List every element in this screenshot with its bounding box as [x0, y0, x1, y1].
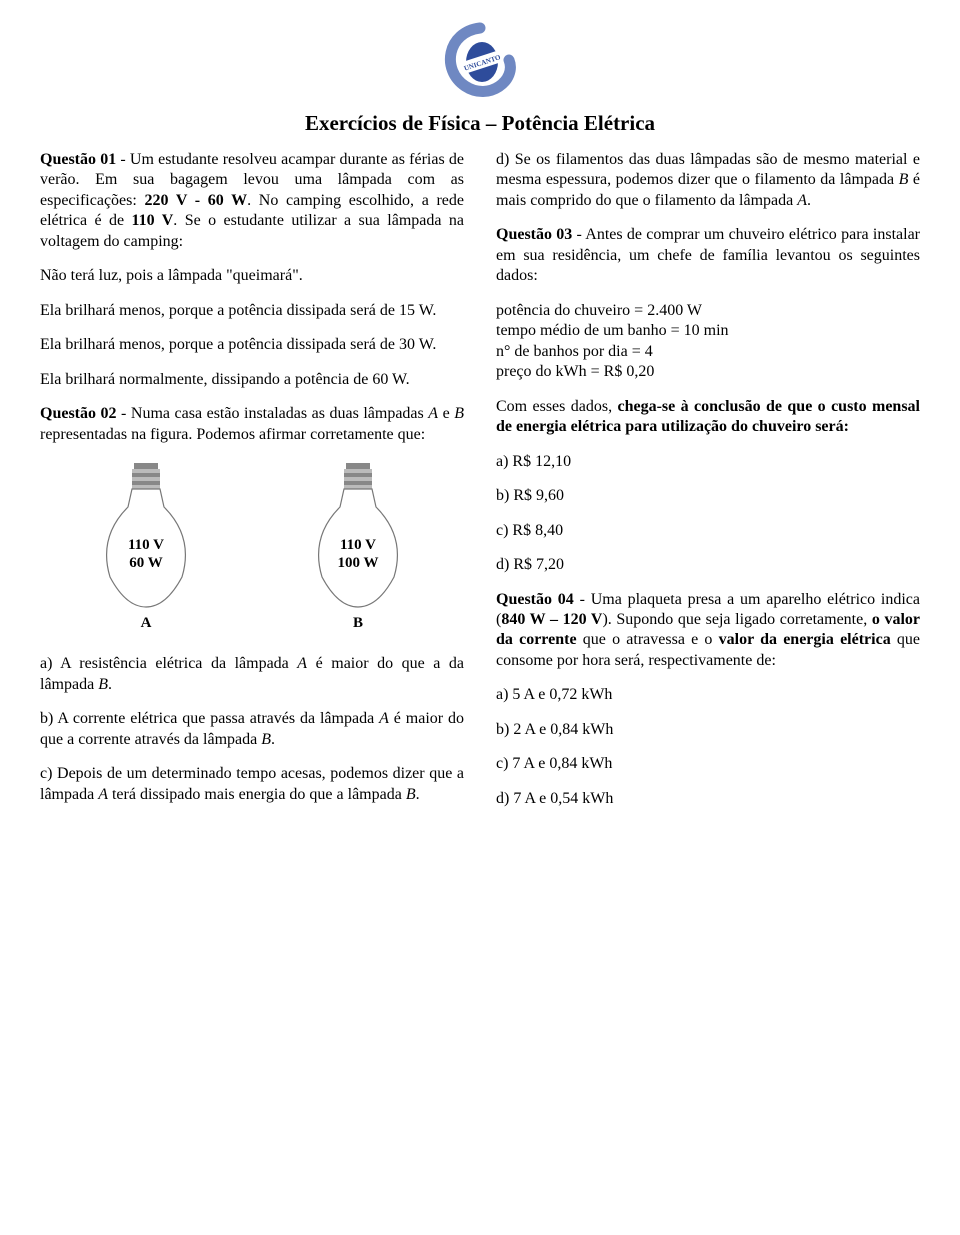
left-column: Questão 01 - Um estudante resolveu acamp… — [40, 150, 464, 823]
q4-opt-c: c) 7 A e 0,84 kWh — [496, 754, 920, 774]
q1-opt-b: Ela brilhará menos, porque a potência di… — [40, 301, 464, 321]
q1-stem: Questão 01 - Um estudante resolveu acamp… — [40, 150, 464, 252]
bulb-b-icon: 110 V 100 W — [298, 459, 418, 609]
logo: UNICANTO — [40, 20, 920, 105]
q4-opt-d: d) 7 A e 0,54 kWh — [496, 789, 920, 809]
q3-conclusion: Com esses dados, chega-se à conclusão de… — [496, 397, 920, 438]
q1-opt-d: Ela brilhará normalmente, dissipando a p… — [40, 370, 464, 390]
q4-opt-b: b) 2 A e 0,84 kWh — [496, 720, 920, 740]
q3-data: potência do chuveiro = 2.400 W tempo méd… — [496, 301, 920, 383]
bulb-B: 110 V 100 W B — [298, 459, 418, 632]
q3-opt-a: a) R$ 12,10 — [496, 452, 920, 472]
q4-label: Questão 04 — [496, 591, 574, 608]
q1-opt-c: Ela brilhará menos, porque a potência di… — [40, 335, 464, 355]
bulb-a-icon: 110 V 60 W — [86, 459, 206, 609]
svg-text:60 W: 60 W — [129, 555, 162, 571]
q2-label: Questão 02 — [40, 405, 117, 422]
q2-stem: Questão 02 - Numa casa estão instaladas … — [40, 404, 464, 445]
q4-opt-a: a) 5 A e 0,72 kWh — [496, 685, 920, 705]
q2-opt-d: d) Se os filamentos das duas lâmpadas sã… — [496, 150, 920, 211]
bulbs-figure: 110 V 60 W A 110 V 100 W B — [40, 459, 464, 632]
bulb-A: 110 V 60 W A — [86, 459, 206, 632]
q2-opt-a: a) A resistência elétrica da lâmpada A é… — [40, 654, 464, 695]
right-column: d) Se os filamentos das duas lâmpadas sã… — [496, 150, 920, 823]
q2-opt-b: b) A corrente elétrica que passa através… — [40, 709, 464, 750]
q3-opt-c: c) R$ 8,40 — [496, 521, 920, 541]
svg-text:100 W: 100 W — [338, 555, 379, 571]
q1-opt-a: Não terá luz, pois a lâmpada "queimará". — [40, 266, 464, 286]
content-columns: Questão 01 - Um estudante resolveu acamp… — [40, 150, 920, 823]
svg-text:110 V: 110 V — [128, 537, 164, 553]
bulb-b-caption: B — [298, 615, 418, 632]
q4-stem: Questão 04 - Uma plaqueta presa a um apa… — [496, 590, 920, 672]
q3-opt-b: b) R$ 9,60 — [496, 486, 920, 506]
page-title: Exercícios de Física – Potência Elétrica — [40, 111, 920, 136]
q1-label: Questão 01 — [40, 151, 116, 168]
q3-stem: Questão 03 - Antes de comprar um chuveir… — [496, 225, 920, 286]
q2-opt-c: c) Depois de um determinado tempo acesas… — [40, 764, 464, 805]
q3-label: Questão 03 — [496, 226, 572, 243]
svg-text:110 V: 110 V — [340, 537, 376, 553]
bulb-a-caption: A — [86, 615, 206, 632]
q3-opt-d: d) R$ 7,20 — [496, 555, 920, 575]
